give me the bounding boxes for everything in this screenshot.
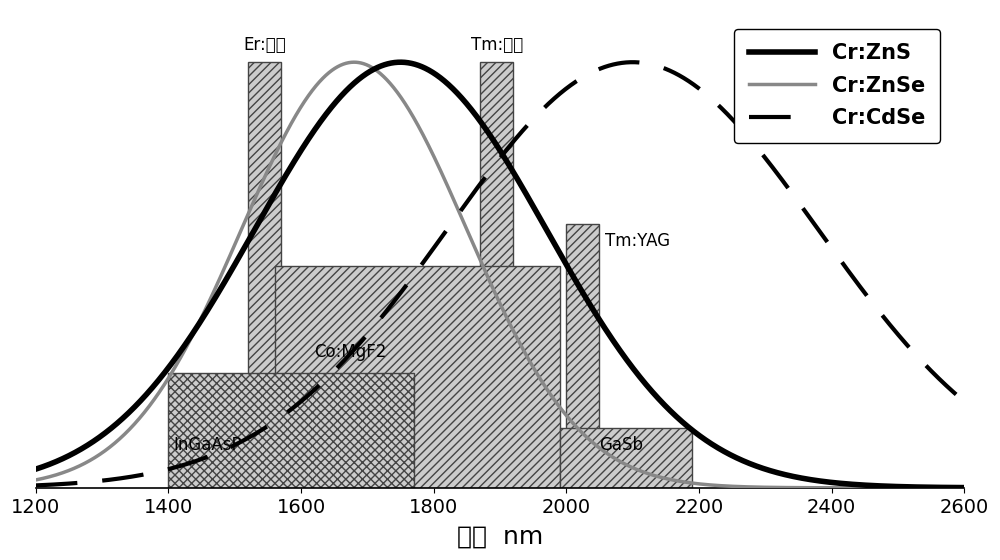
Cr:CdSe [136, 472, 148, 478]
Cr:CdSe [386, 301, 398, 307]
Text: Er:光纤: Er:光纤 [243, 36, 286, 54]
Cr:CdSe [426, 247, 438, 254]
X-axis label: 波长  nm: 波长 nm [457, 525, 543, 549]
Cr:ZnSe [136, 412, 148, 419]
Cr:ZnSe [191, 324, 203, 330]
Cr:ZnSe [30, 477, 42, 483]
Cr:ZnSe [348, 59, 360, 66]
Line: Cr:CdSe: Cr:CdSe [36, 62, 964, 486]
Bar [566, 224, 599, 488]
Text: Co:MgF2: Co:MgF2 [314, 343, 387, 361]
Text: GaSb: GaSb [599, 436, 643, 454]
Cr:ZnS [394, 59, 406, 66]
Cr:CdSe [940, 382, 952, 389]
Cr:ZnSe [958, 484, 970, 491]
Cr:ZnS [136, 396, 148, 403]
Cr:CdSe [30, 482, 42, 489]
Line: Cr:ZnSe: Cr:ZnSe [36, 62, 964, 488]
Text: Tm:YAG: Tm:YAG [605, 232, 670, 250]
Cr:ZnS [958, 484, 970, 491]
Bar [275, 267, 560, 488]
Bar [560, 428, 692, 488]
Cr:ZnSe [840, 484, 852, 491]
Legend: Cr:ZnS, Cr:ZnSe, Cr:CdSe: Cr:ZnS, Cr:ZnSe, Cr:CdSe [734, 29, 940, 143]
Cr:ZnSe [386, 82, 398, 89]
Cr:CdSe [840, 265, 852, 272]
Cr:CdSe [191, 458, 203, 464]
Cr:ZnSe [426, 150, 438, 157]
Cr:ZnS [30, 466, 42, 473]
Bar [168, 373, 414, 488]
Text: Tm:光纤: Tm:光纤 [471, 36, 523, 54]
Line: Cr:ZnS: Cr:ZnS [36, 62, 964, 488]
Bar [480, 62, 513, 488]
Cr:CdSe [627, 59, 639, 66]
Cr:ZnS [840, 480, 852, 487]
Cr:ZnS [426, 69, 438, 76]
Cr:ZnS [940, 484, 952, 491]
Text: InGaAsP: InGaAsP [174, 436, 242, 454]
Cr:ZnS [386, 59, 398, 66]
Cr:ZnSe [940, 484, 952, 491]
Bar [248, 62, 281, 488]
Cr:ZnS [191, 324, 203, 331]
Cr:CdSe [958, 398, 970, 405]
